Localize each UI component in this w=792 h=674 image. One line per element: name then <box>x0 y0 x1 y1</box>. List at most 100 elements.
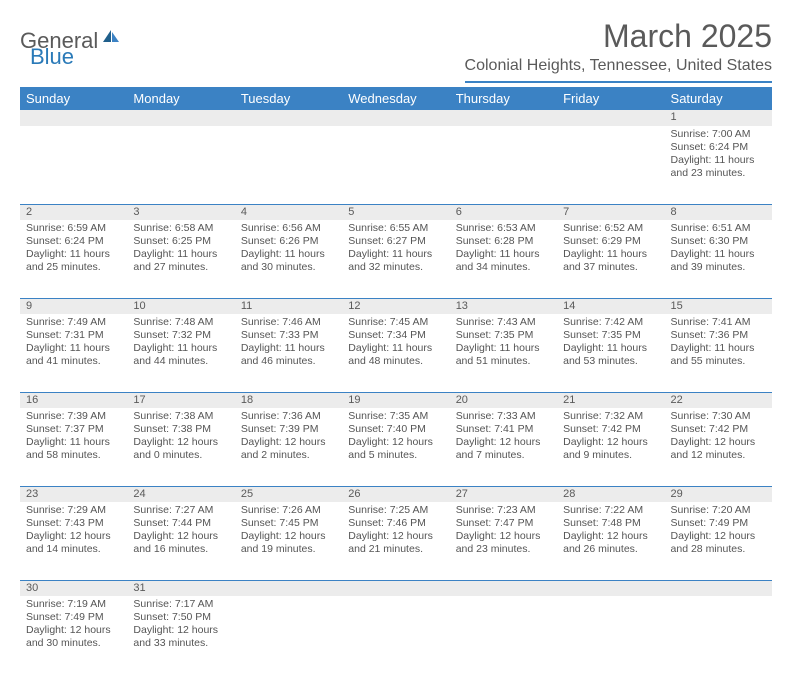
day-number-row: 3031 <box>20 580 772 596</box>
day-number-row: 23242526272829 <box>20 486 772 502</box>
sunset-text: Sunset: 7:46 PM <box>348 517 443 530</box>
sunrise-text: Sunrise: 7:42 AM <box>563 316 658 329</box>
daylight-text: Daylight: 11 hours <box>563 248 658 261</box>
daylight-text: Daylight: 12 hours <box>563 436 658 449</box>
daylight-text2: and 39 minutes. <box>671 261 766 274</box>
sunset-text: Sunset: 7:33 PM <box>241 329 336 342</box>
sunrise-text: Sunrise: 7:49 AM <box>26 316 121 329</box>
day-details: Sunrise: 6:58 AMSunset: 6:25 PMDaylight:… <box>127 220 234 279</box>
sunset-text: Sunset: 7:49 PM <box>26 611 121 624</box>
day-header: Tuesday <box>235 87 342 110</box>
day-number: 29 <box>665 486 772 502</box>
daylight-text2: and 21 minutes. <box>348 543 443 556</box>
sunrise-text: Sunrise: 7:23 AM <box>456 504 551 517</box>
daylight-text2: and 41 minutes. <box>26 355 121 368</box>
day-header: Saturday <box>665 87 772 110</box>
day-details: Sunrise: 7:19 AMSunset: 7:49 PMDaylight:… <box>20 596 127 655</box>
day-details: Sunrise: 7:25 AMSunset: 7:46 PMDaylight:… <box>342 502 449 561</box>
day-cell <box>127 126 234 204</box>
daylight-text2: and 23 minutes. <box>456 543 551 556</box>
day-number: 13 <box>450 298 557 314</box>
daylight-text2: and 7 minutes. <box>456 449 551 462</box>
day-details: Sunrise: 7:23 AMSunset: 7:47 PMDaylight:… <box>450 502 557 561</box>
daylight-text: Daylight: 11 hours <box>671 154 766 167</box>
day-number <box>450 110 557 126</box>
sunrise-text: Sunrise: 7:30 AM <box>671 410 766 423</box>
day-details: Sunrise: 6:53 AMSunset: 6:28 PMDaylight:… <box>450 220 557 279</box>
daylight-text2: and 44 minutes. <box>133 355 228 368</box>
daylight-text2: and 14 minutes. <box>26 543 121 556</box>
month-title: March 2025 <box>465 18 772 55</box>
day-number: 18 <box>235 392 342 408</box>
sunset-text: Sunset: 7:49 PM <box>671 517 766 530</box>
daylight-text2: and 37 minutes. <box>563 261 658 274</box>
day-header-row: Sunday Monday Tuesday Wednesday Thursday… <box>20 87 772 110</box>
day-cell <box>235 126 342 204</box>
sunset-text: Sunset: 7:45 PM <box>241 517 336 530</box>
day-cell: Sunrise: 7:38 AMSunset: 7:38 PMDaylight:… <box>127 408 234 486</box>
sunrise-text: Sunrise: 7:33 AM <box>456 410 551 423</box>
day-number <box>342 110 449 126</box>
day-cell: Sunrise: 7:19 AMSunset: 7:49 PMDaylight:… <box>20 596 127 674</box>
day-cell: Sunrise: 7:36 AMSunset: 7:39 PMDaylight:… <box>235 408 342 486</box>
day-details: Sunrise: 7:30 AMSunset: 7:42 PMDaylight:… <box>665 408 772 467</box>
day-number: 10 <box>127 298 234 314</box>
day-number: 25 <box>235 486 342 502</box>
week-row: Sunrise: 6:59 AMSunset: 6:24 PMDaylight:… <box>20 220 772 298</box>
sunrise-text: Sunrise: 7:17 AM <box>133 598 228 611</box>
day-cell: Sunrise: 6:52 AMSunset: 6:29 PMDaylight:… <box>557 220 664 298</box>
day-number: 2 <box>20 204 127 220</box>
sunrise-text: Sunrise: 7:25 AM <box>348 504 443 517</box>
day-details: Sunrise: 6:56 AMSunset: 6:26 PMDaylight:… <box>235 220 342 279</box>
day-number: 5 <box>342 204 449 220</box>
day-details: Sunrise: 7:35 AMSunset: 7:40 PMDaylight:… <box>342 408 449 467</box>
sunset-text: Sunset: 7:50 PM <box>133 611 228 624</box>
day-number: 12 <box>342 298 449 314</box>
sunrise-text: Sunrise: 7:41 AM <box>671 316 766 329</box>
day-number <box>235 110 342 126</box>
day-cell: Sunrise: 7:42 AMSunset: 7:35 PMDaylight:… <box>557 314 664 392</box>
day-number: 7 <box>557 204 664 220</box>
sunrise-text: Sunrise: 7:22 AM <box>563 504 658 517</box>
daylight-text: Daylight: 12 hours <box>456 436 551 449</box>
day-details: Sunrise: 6:55 AMSunset: 6:27 PMDaylight:… <box>342 220 449 279</box>
day-cell: Sunrise: 6:56 AMSunset: 6:26 PMDaylight:… <box>235 220 342 298</box>
daylight-text2: and 25 minutes. <box>26 261 121 274</box>
day-number: 16 <box>20 392 127 408</box>
day-number <box>450 580 557 596</box>
sunset-text: Sunset: 6:24 PM <box>671 141 766 154</box>
sunset-text: Sunset: 7:35 PM <box>563 329 658 342</box>
day-cell <box>450 126 557 204</box>
day-header: Friday <box>557 87 664 110</box>
daylight-text: Daylight: 12 hours <box>456 530 551 543</box>
day-details: Sunrise: 6:51 AMSunset: 6:30 PMDaylight:… <box>665 220 772 279</box>
daylight-text: Daylight: 11 hours <box>241 342 336 355</box>
daylight-text: Daylight: 12 hours <box>26 624 121 637</box>
day-cell: Sunrise: 6:59 AMSunset: 6:24 PMDaylight:… <box>20 220 127 298</box>
day-number <box>20 110 127 126</box>
day-cell: Sunrise: 7:33 AMSunset: 7:41 PMDaylight:… <box>450 408 557 486</box>
day-details: Sunrise: 7:26 AMSunset: 7:45 PMDaylight:… <box>235 502 342 561</box>
week-row: Sunrise: 7:49 AMSunset: 7:31 PMDaylight:… <box>20 314 772 392</box>
sunrise-text: Sunrise: 6:55 AM <box>348 222 443 235</box>
daylight-text2: and 28 minutes. <box>671 543 766 556</box>
day-cell <box>20 126 127 204</box>
day-number: 31 <box>127 580 234 596</box>
day-number: 1 <box>665 110 772 126</box>
day-details: Sunrise: 7:39 AMSunset: 7:37 PMDaylight:… <box>20 408 127 467</box>
daylight-text: Daylight: 11 hours <box>26 436 121 449</box>
sunset-text: Sunset: 7:36 PM <box>671 329 766 342</box>
day-cell: Sunrise: 6:58 AMSunset: 6:25 PMDaylight:… <box>127 220 234 298</box>
sunset-text: Sunset: 7:41 PM <box>456 423 551 436</box>
day-number: 21 <box>557 392 664 408</box>
day-number: 23 <box>20 486 127 502</box>
sunrise-text: Sunrise: 6:59 AM <box>26 222 121 235</box>
sunset-text: Sunset: 6:25 PM <box>133 235 228 248</box>
sunrise-text: Sunrise: 7:38 AM <box>133 410 228 423</box>
daylight-text2: and 0 minutes. <box>133 449 228 462</box>
daylight-text2: and 27 minutes. <box>133 261 228 274</box>
day-cell: Sunrise: 7:46 AMSunset: 7:33 PMDaylight:… <box>235 314 342 392</box>
day-cell: Sunrise: 7:29 AMSunset: 7:43 PMDaylight:… <box>20 502 127 580</box>
day-number-row: 2345678 <box>20 204 772 220</box>
day-cell <box>557 596 664 674</box>
